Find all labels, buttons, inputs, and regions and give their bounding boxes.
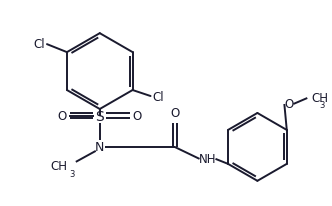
Text: S: S xyxy=(95,109,104,123)
Text: Cl: Cl xyxy=(153,90,164,103)
Text: N: N xyxy=(95,141,105,154)
Text: O: O xyxy=(170,107,179,119)
Text: CH: CH xyxy=(51,160,68,172)
Text: O: O xyxy=(285,98,294,111)
Text: O: O xyxy=(57,110,67,123)
Text: CH: CH xyxy=(311,91,328,104)
Text: O: O xyxy=(133,110,142,123)
Text: Cl: Cl xyxy=(33,37,45,50)
Text: 3: 3 xyxy=(69,169,74,178)
Text: 3: 3 xyxy=(319,101,325,109)
Text: NH: NH xyxy=(199,153,216,166)
